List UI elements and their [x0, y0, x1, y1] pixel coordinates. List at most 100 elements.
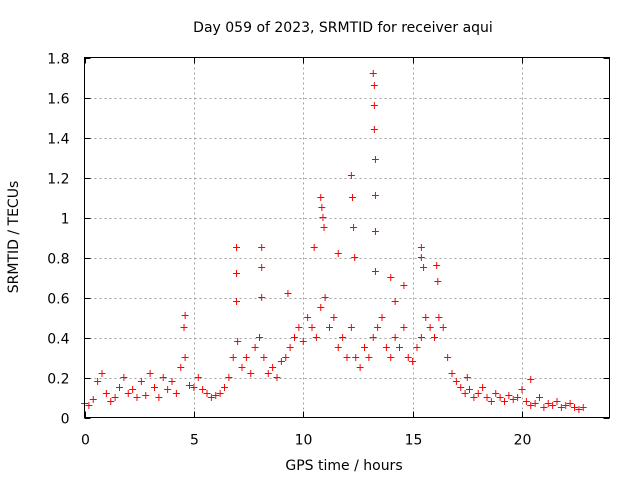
data-point: [318, 204, 326, 211]
data-point: [356, 364, 364, 371]
y-tick-label: 0.6: [47, 292, 69, 308]
data-point: [544, 400, 552, 407]
data-point: [540, 404, 548, 411]
data-point: [579, 404, 587, 411]
data-point: [159, 374, 167, 381]
data-point: [387, 354, 395, 361]
data-point: [374, 324, 382, 331]
x-tick-label: 5: [190, 433, 199, 449]
data-point: [557, 404, 565, 411]
data-points: [81, 70, 587, 413]
data-point: [146, 370, 154, 377]
data-point: [566, 400, 574, 407]
data-point: [181, 312, 189, 319]
data-point: [509, 396, 517, 403]
data-point: [172, 390, 180, 397]
data-point: [365, 354, 373, 361]
data-point: [190, 384, 198, 391]
data-point: [94, 378, 102, 385]
data-point: [361, 344, 368, 351]
data-point: [417, 334, 425, 341]
data-point: [575, 406, 583, 413]
data-point: [457, 384, 465, 391]
data-point: [286, 344, 294, 351]
data-point: [369, 334, 377, 341]
y-tick-label: 0: [61, 412, 70, 428]
data-point: [168, 378, 176, 385]
data-point: [371, 192, 379, 199]
data-point: [258, 294, 266, 301]
data-point: [229, 354, 237, 361]
data-point: [518, 386, 526, 393]
data-point: [343, 354, 351, 361]
grid: [84, 57, 610, 418]
data-point: [452, 378, 460, 385]
data-point: [434, 278, 442, 285]
data-point: [444, 354, 452, 361]
data-point: [247, 370, 255, 377]
data-point: [308, 324, 316, 331]
data-point: [391, 334, 399, 341]
data-point: [137, 378, 145, 385]
data-point: [348, 194, 356, 201]
data-point: [320, 224, 328, 231]
data-point: [133, 394, 141, 401]
y-tick-label: 1.2: [47, 172, 69, 188]
data-point: [207, 394, 215, 401]
data-point: [203, 390, 211, 397]
data-point: [212, 392, 220, 399]
y-tick-label: 0.2: [47, 372, 69, 388]
data-point: [116, 384, 123, 391]
data-point: [164, 386, 172, 393]
data-point: [177, 364, 185, 371]
data-point: [199, 386, 207, 393]
data-point: [382, 344, 390, 351]
data-point: [310, 244, 318, 251]
data-point: [221, 384, 228, 391]
data-point: [470, 394, 478, 401]
data-point: [269, 364, 277, 371]
data-point: [260, 354, 268, 361]
data-point: [463, 374, 471, 381]
y-tick-label: 1.4: [47, 132, 69, 148]
data-point: [258, 244, 266, 251]
y-axis-label: SRMTID / TECUs: [6, 181, 22, 294]
data-point: [282, 354, 290, 361]
data-point: [120, 374, 128, 381]
plot-frame: [84, 57, 610, 418]
data-point: [370, 82, 378, 89]
data-point: [483, 394, 491, 401]
x-tick-label: 15: [405, 433, 423, 449]
data-point: [264, 370, 272, 377]
data-point: [562, 402, 570, 409]
y-tick-label: 1.8: [47, 52, 69, 68]
data-point: [291, 334, 298, 341]
data-point: [350, 224, 358, 231]
data-point: [409, 358, 417, 365]
data-point: [571, 404, 578, 411]
data-point: [312, 334, 320, 341]
data-point: [124, 390, 132, 397]
x-tick-label: 20: [514, 433, 532, 449]
data-point: [396, 344, 403, 351]
data-point: [422, 314, 430, 321]
data-point: [334, 250, 342, 257]
y-tick-label: 1.6: [47, 92, 69, 108]
y-tick-label: 1: [61, 212, 70, 228]
data-point: [180, 324, 188, 331]
x-tick-label: 10: [295, 433, 313, 449]
data-point: [258, 264, 266, 271]
data-point: [501, 398, 508, 405]
x-axis-label: GPS time / hours: [285, 458, 402, 474]
data-point: [387, 274, 395, 281]
data-point: [251, 344, 259, 351]
chart-title: Day 059 of 2023, SRMTID for receiver aqu…: [193, 20, 493, 36]
data-point: [371, 156, 379, 163]
data-point: [317, 304, 325, 311]
data-point: [439, 324, 447, 331]
data-point: [527, 376, 535, 383]
data-point: [370, 102, 378, 109]
data-point: [284, 290, 292, 297]
data-point: [435, 314, 443, 321]
